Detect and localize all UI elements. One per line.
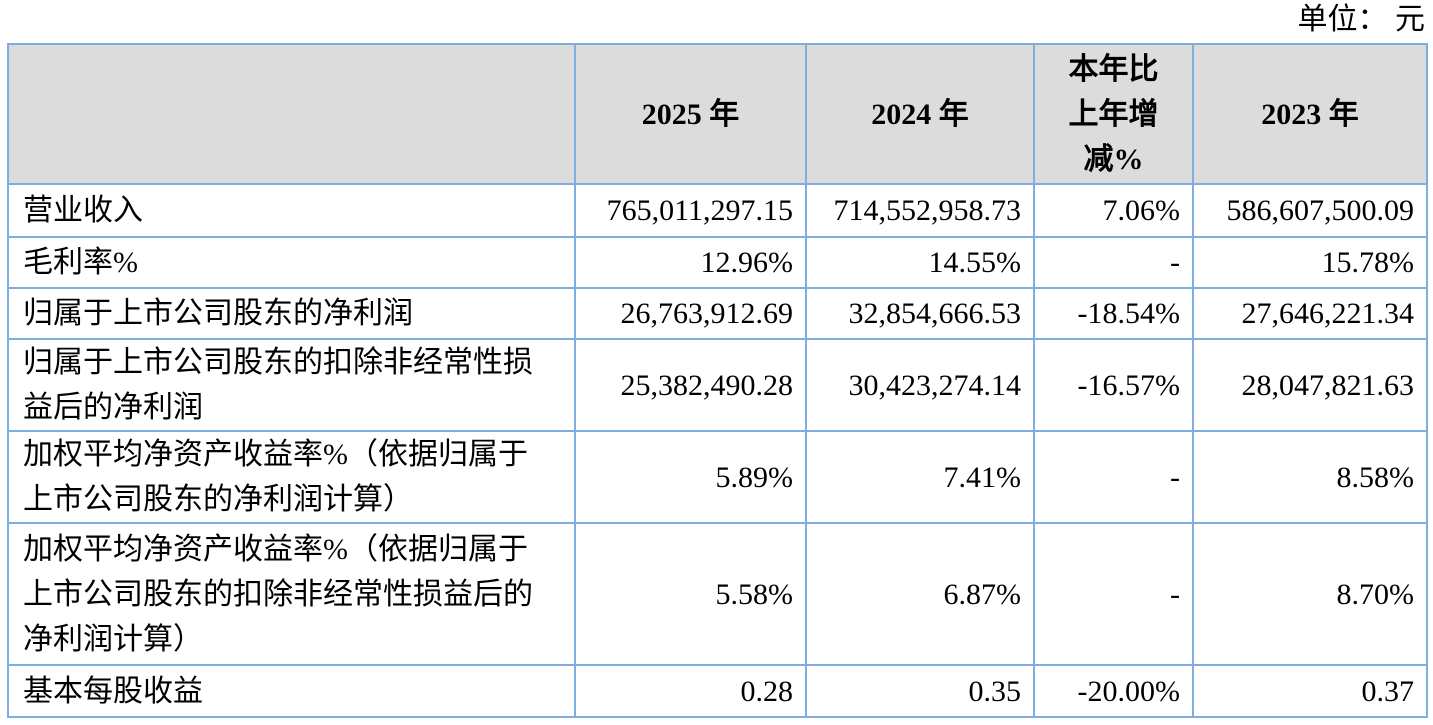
header-metric-blank xyxy=(7,43,576,185)
header-row: 2025 年 2024 年 本年比 上年增 减% 2023 年 xyxy=(7,43,1428,185)
row-label: 营业收入 xyxy=(7,183,576,238)
value-change: - xyxy=(1033,236,1194,289)
row-label: 加权平均净资产收益率%（依据归属于上市公司股东的净利润计算） xyxy=(7,430,576,524)
header-year-2024: 2024 年 xyxy=(805,43,1035,185)
value-2023: 586,607,500.09 xyxy=(1192,183,1428,238)
value-2024: 7.41% xyxy=(805,430,1035,524)
header-year-2023: 2023 年 xyxy=(1192,43,1428,185)
value-2023: 15.78% xyxy=(1192,236,1428,289)
value-change: -16.57% xyxy=(1033,338,1194,432)
value-2024: 14.55% xyxy=(805,236,1035,289)
value-change: -18.54% xyxy=(1033,287,1194,340)
table-row-basic-eps: 基本每股收益 0.28 0.35 -20.00% 0.37 xyxy=(7,664,1428,718)
header-yoy-change-line2: 上年增 xyxy=(1068,97,1159,131)
table-row-gross-margin: 毛利率% 12.96% 14.55% - 15.78% xyxy=(7,236,1428,289)
value-2023: 28,047,821.63 xyxy=(1192,338,1428,432)
value-2023: 27,646,221.34 xyxy=(1192,287,1428,340)
value-2025: 5.58% xyxy=(574,522,807,666)
row-label: 加权平均净资产收益率%（依据归属于上市公司股东的扣除非经常性损益后的净利润计算） xyxy=(7,522,576,666)
value-2023: 0.37 xyxy=(1192,664,1428,718)
value-2024: 0.35 xyxy=(805,664,1035,718)
value-2025: 5.89% xyxy=(574,430,807,524)
header-yoy-change-line3: 减% xyxy=(1083,142,1144,176)
value-2024: 6.87% xyxy=(805,522,1035,666)
value-2025: 25,382,490.28 xyxy=(574,338,807,432)
value-2023: 8.70% xyxy=(1192,522,1428,666)
value-2023: 8.58% xyxy=(1192,430,1428,524)
value-2024: 32,854,666.53 xyxy=(805,287,1035,340)
value-2024: 714,552,958.73 xyxy=(805,183,1035,238)
value-change: -20.00% xyxy=(1033,664,1194,718)
value-change: 7.06% xyxy=(1033,183,1194,238)
value-2025: 0.28 xyxy=(574,664,807,718)
table-row-weighted-avg-roe: 加权平均净资产收益率%（依据归属于上市公司股东的净利润计算） 5.89% 7.4… xyxy=(7,430,1428,524)
row-label: 归属于上市公司股东的扣除非经常性损益后的净利润 xyxy=(7,338,576,432)
table-row-operating-revenue: 营业收入 765,011,297.15 714,552,958.73 7.06%… xyxy=(7,183,1428,238)
header-yoy-change: 本年比 上年增 减% xyxy=(1033,43,1194,185)
table-row-net-profit: 归属于上市公司股东的净利润 26,763,912.69 32,854,666.5… xyxy=(7,287,1428,340)
value-2024: 30,423,274.14 xyxy=(805,338,1035,432)
row-label: 归属于上市公司股东的净利润 xyxy=(7,287,576,340)
value-2025: 26,763,912.69 xyxy=(574,287,807,340)
value-2025: 765,011,297.15 xyxy=(574,183,807,238)
value-change: - xyxy=(1033,522,1194,666)
financial-summary-table: 2025 年 2024 年 本年比 上年增 减% 2023 年 营业收入 765… xyxy=(7,43,1428,718)
value-change: - xyxy=(1033,430,1194,524)
unit-label: 单位： 元 xyxy=(1297,3,1426,36)
value-2025: 12.96% xyxy=(574,236,807,289)
table-row-net-profit-after-nonrecurring: 归属于上市公司股东的扣除非经常性损益后的净利润 25,382,490.28 30… xyxy=(7,338,1428,432)
table-row-weighted-avg-roe-after-nonrecurring: 加权平均净资产收益率%（依据归属于上市公司股东的扣除非经常性损益后的净利润计算）… xyxy=(7,522,1428,666)
header-year-2025: 2025 年 xyxy=(574,43,807,185)
row-label: 毛利率% xyxy=(7,236,576,289)
header-yoy-change-line1: 本年比 xyxy=(1068,52,1159,86)
row-label: 基本每股收益 xyxy=(7,664,576,718)
